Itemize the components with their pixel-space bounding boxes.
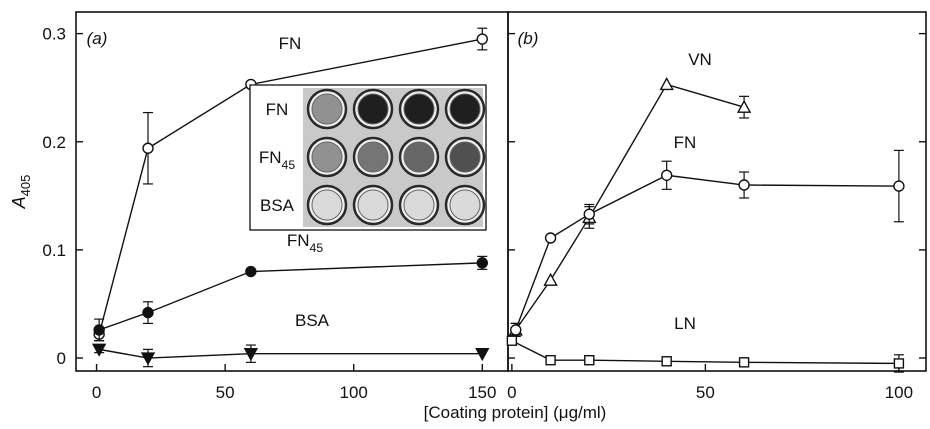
series-line (98, 262, 483, 331)
data-point (476, 257, 488, 269)
data-point (544, 232, 557, 244)
y-tick-label: 0.3 (42, 25, 66, 44)
well-fill (311, 93, 343, 125)
well-fill (311, 141, 343, 173)
well-fill (357, 93, 389, 125)
panel-b: 0 50 100 (b) VN FN LN (506, 11, 927, 402)
data-point (506, 335, 518, 346)
data-point (584, 354, 595, 366)
data-point (893, 180, 905, 192)
data-point (736, 99, 752, 113)
data-point (659, 76, 674, 91)
series-ln: LN (506, 314, 905, 373)
inset-plate: FN FN45 BSA (249, 84, 487, 231)
well-fill (449, 141, 481, 173)
data-point (142, 142, 154, 154)
well-fill (357, 141, 389, 173)
series-label: FN (279, 34, 302, 53)
series-label: FN (674, 133, 697, 152)
data-point (142, 306, 154, 319)
series-line (515, 174, 899, 331)
x-tick-label: 100 (885, 383, 913, 402)
well-fill (357, 189, 389, 221)
y-axis-label: A405 (9, 175, 33, 210)
x-tick-label: 150 (468, 383, 496, 402)
well-fill (449, 189, 481, 221)
well-fill (311, 189, 343, 221)
data-point (510, 324, 522, 336)
data-point (243, 347, 259, 362)
data-point (476, 33, 488, 45)
panel-label: (a) (87, 29, 108, 48)
series-label: BSA (295, 311, 330, 330)
x-tick-label: 0 (92, 383, 101, 402)
series-label: FN45 (287, 231, 323, 255)
y-tick-label: 0 (57, 349, 66, 368)
data-point (91, 343, 107, 357)
inset-row-label: FN45 (259, 148, 295, 172)
data-point (545, 354, 556, 366)
x-tick-label: 100 (340, 383, 368, 402)
x-tick-label: 50 (696, 383, 715, 402)
data-point (93, 324, 105, 336)
x-tick-label: 50 (216, 383, 235, 402)
inset-row-label: BSA (260, 196, 295, 215)
series-bsa: BSA (91, 311, 490, 368)
data-point (583, 208, 595, 220)
series-line (99, 348, 483, 359)
well-fill (449, 93, 481, 125)
data-point (475, 347, 490, 362)
data-point (893, 358, 905, 369)
series-label: LN (674, 314, 696, 333)
y-tick-label: 0.1 (42, 241, 66, 260)
x-axis-label: [Coating protein] (μg/ml) (424, 403, 607, 422)
well-fill (403, 189, 435, 221)
panel-a: 0 0.1 0.2 0.3 0 50 100 150 (a) A405 FN FN45 BSA FN FN4… (9, 11, 509, 402)
series-fn: FN (510, 133, 905, 337)
series-line (98, 38, 483, 335)
well-fill (403, 93, 435, 125)
plot-frame (507, 11, 927, 372)
series-fn45: FN45 (93, 231, 488, 342)
data-point (660, 169, 673, 181)
data-point (661, 356, 672, 367)
inset-row-label: FN (266, 100, 289, 119)
series-line (511, 340, 899, 365)
data-point (738, 357, 750, 368)
data-point (738, 179, 750, 191)
panel-label: (b) (518, 29, 539, 48)
data-point (245, 265, 257, 278)
data-point (543, 272, 558, 286)
x-tick-label: 0 (507, 383, 516, 402)
series-line (515, 83, 745, 331)
well-fill (403, 141, 435, 173)
data-point (140, 352, 156, 366)
series-label: VN (688, 50, 712, 69)
y-tick-label: 0.2 (42, 133, 66, 152)
